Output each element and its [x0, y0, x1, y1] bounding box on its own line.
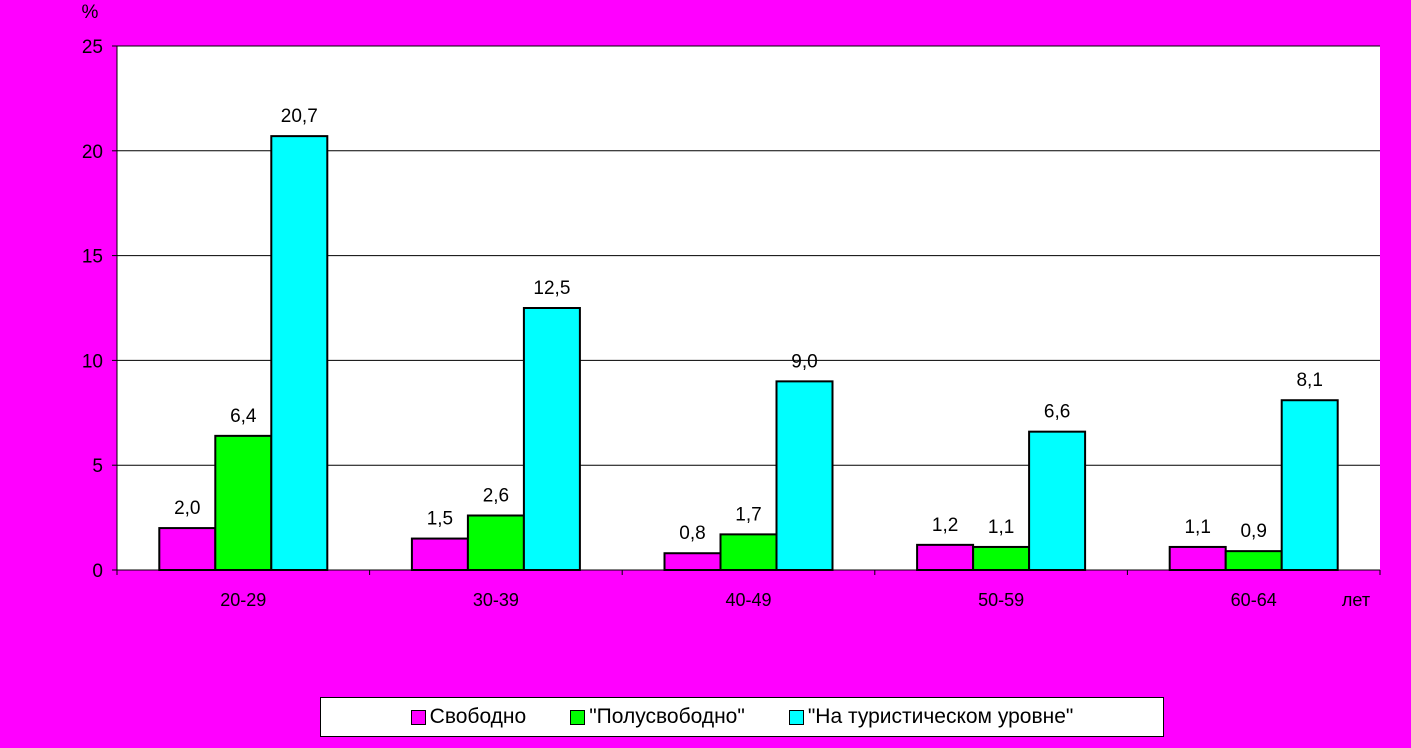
legend-label-semi-free: "Полусвободно" — [589, 705, 745, 728]
bar — [719, 533, 778, 571]
bar — [158, 527, 217, 572]
bar — [214, 434, 273, 571]
y-tick-label: 20 — [82, 142, 103, 163]
bar — [466, 514, 525, 572]
bar — [270, 135, 329, 572]
y-tick-label: 10 — [82, 351, 103, 372]
data-label: 12,5 — [533, 278, 570, 299]
legend-swatch-semi-free — [570, 709, 586, 725]
bar — [775, 380, 834, 571]
bar — [972, 545, 1031, 571]
plot-area: 0 5 10 15 20 25 2,0 6,4 20,7 20-29 1,5 2,6 12,5 30-39… — [82, 37, 1381, 610]
bar — [1224, 550, 1283, 571]
y-tick-label: 5 — [92, 456, 103, 477]
x-tick-label: 40-49 — [725, 590, 771, 610]
legend-item-tourist-level: "На туристическом уровне" — [788, 705, 1074, 729]
data-label: 0,8 — [679, 523, 705, 544]
data-label: 20,7 — [281, 106, 318, 127]
x-axis-label: лет — [1342, 590, 1370, 610]
data-label: 2,6 — [483, 486, 509, 507]
legend-item-free: Свободно — [410, 705, 527, 729]
bar — [663, 552, 722, 571]
data-label: 0,9 — [1240, 521, 1266, 542]
legend: Свободно "Полусвободно" "На туристическо… — [320, 697, 1164, 737]
bar — [410, 537, 469, 571]
legend-label-tourist-level: "На туристическом уровне" — [807, 705, 1074, 728]
data-label: 8,1 — [1296, 370, 1322, 391]
data-label: 1,1 — [1184, 517, 1210, 538]
bar — [522, 307, 581, 571]
x-tick-label: 60-64 — [1231, 590, 1277, 610]
y-tick-label: 15 — [82, 247, 103, 268]
x-tick-label: 50-59 — [978, 590, 1024, 610]
legend-swatch-tourist-level — [788, 709, 804, 725]
x-tick-label: 20-29 — [220, 590, 266, 610]
data-label: 2,0 — [174, 498, 200, 519]
bar — [1028, 430, 1087, 571]
data-label: 6,4 — [230, 406, 257, 427]
legend-item-semi-free: "Полусвободно" — [570, 705, 745, 729]
data-label: 1,2 — [932, 515, 958, 536]
bar — [1280, 399, 1339, 571]
data-label: 9,0 — [791, 351, 817, 372]
data-label: 6,6 — [1044, 402, 1070, 423]
y-tick-label: 25 — [82, 37, 103, 58]
x-tick-label: 30-39 — [473, 590, 519, 610]
data-label: 1,1 — [988, 517, 1014, 538]
bar — [916, 543, 975, 572]
data-label: 1,7 — [735, 504, 761, 525]
legend-label-free: Свободно — [429, 705, 527, 728]
bar — [1168, 545, 1227, 571]
y-tick-label: 0 — [92, 561, 103, 582]
y-axis-label: % — [82, 2, 99, 23]
legend-swatch-free — [410, 709, 426, 725]
data-label: 1,5 — [427, 509, 453, 530]
